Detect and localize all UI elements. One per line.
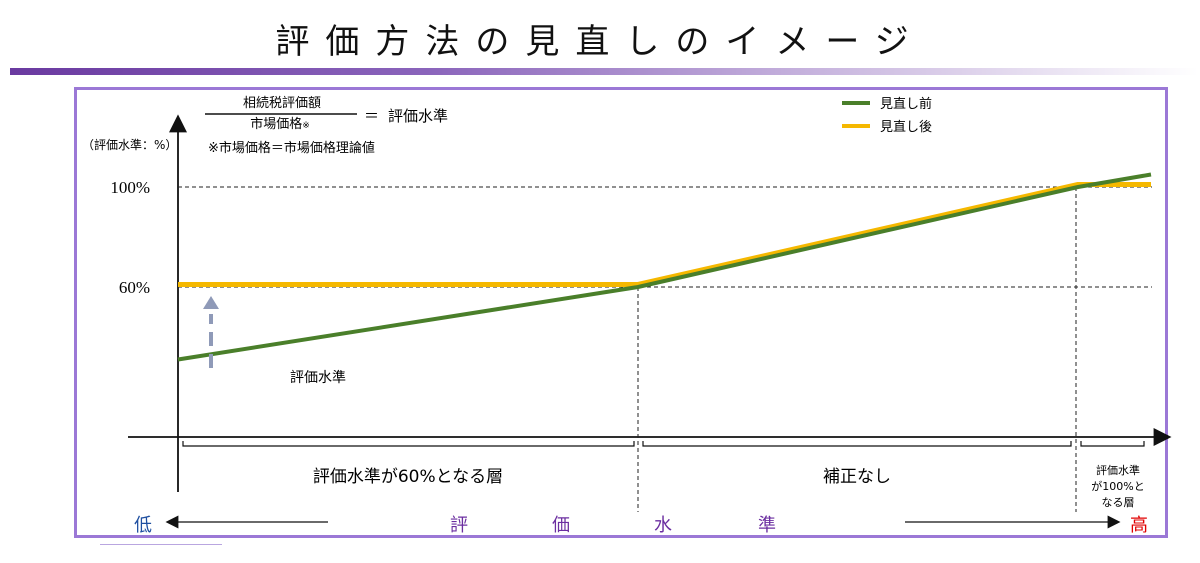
tick-label-100: 100% — [110, 178, 150, 197]
decorative-line — [100, 544, 222, 545]
formula-equals: ＝ — [364, 107, 379, 125]
legend-swatch-after — [842, 124, 870, 128]
scale-high-label: 高 — [1130, 515, 1148, 536]
legend-label-after: 見直し後 — [880, 120, 932, 135]
series-line-before — [177, 172, 1152, 362]
label-no-correction: 補正なし — [823, 467, 891, 487]
legend-label-before: 見直し前 — [880, 96, 932, 112]
tick-label-60: 60% — [119, 278, 150, 297]
bracket-60-region — [182, 441, 635, 447]
scale-char-3: 水 — [654, 515, 672, 536]
label-100-region-line2: が100%と — [1091, 479, 1144, 493]
label-100-region-line1: 評価水準 — [1096, 463, 1140, 477]
series-line-after — [178, 182, 1151, 287]
label-100-region-line3: なる層 — [1102, 496, 1135, 509]
page-title: 評価方法の見直しのイメージ — [275, 22, 925, 62]
title-underline-bar — [10, 68, 1198, 75]
formula-denominator: 市場価格※ — [250, 116, 310, 132]
increase-arrow-head — [203, 296, 219, 309]
formula-result: 評価水準 — [388, 107, 448, 125]
diagram-frame — [74, 87, 1168, 538]
series-label-evaluation-level: 評価水準 — [290, 370, 346, 386]
scale-char-1: 評 — [450, 515, 468, 536]
scale-char-4: 準 — [758, 515, 776, 536]
bracket-no-correction — [642, 441, 1072, 447]
scale-char-2: 価 — [552, 515, 570, 536]
legend-swatch-before — [842, 101, 870, 105]
formula-numerator: 相続税評価額 — [243, 96, 321, 111]
scale-low-label: 低 — [134, 515, 152, 536]
label-60-region: 評価水準が60%となる層 — [313, 467, 503, 487]
y-axis-unit: （評価水準：%） — [82, 137, 177, 152]
formula-note: ※市場価格＝市場価格理論値 — [208, 140, 375, 156]
bracket-100-region — [1080, 441, 1145, 447]
